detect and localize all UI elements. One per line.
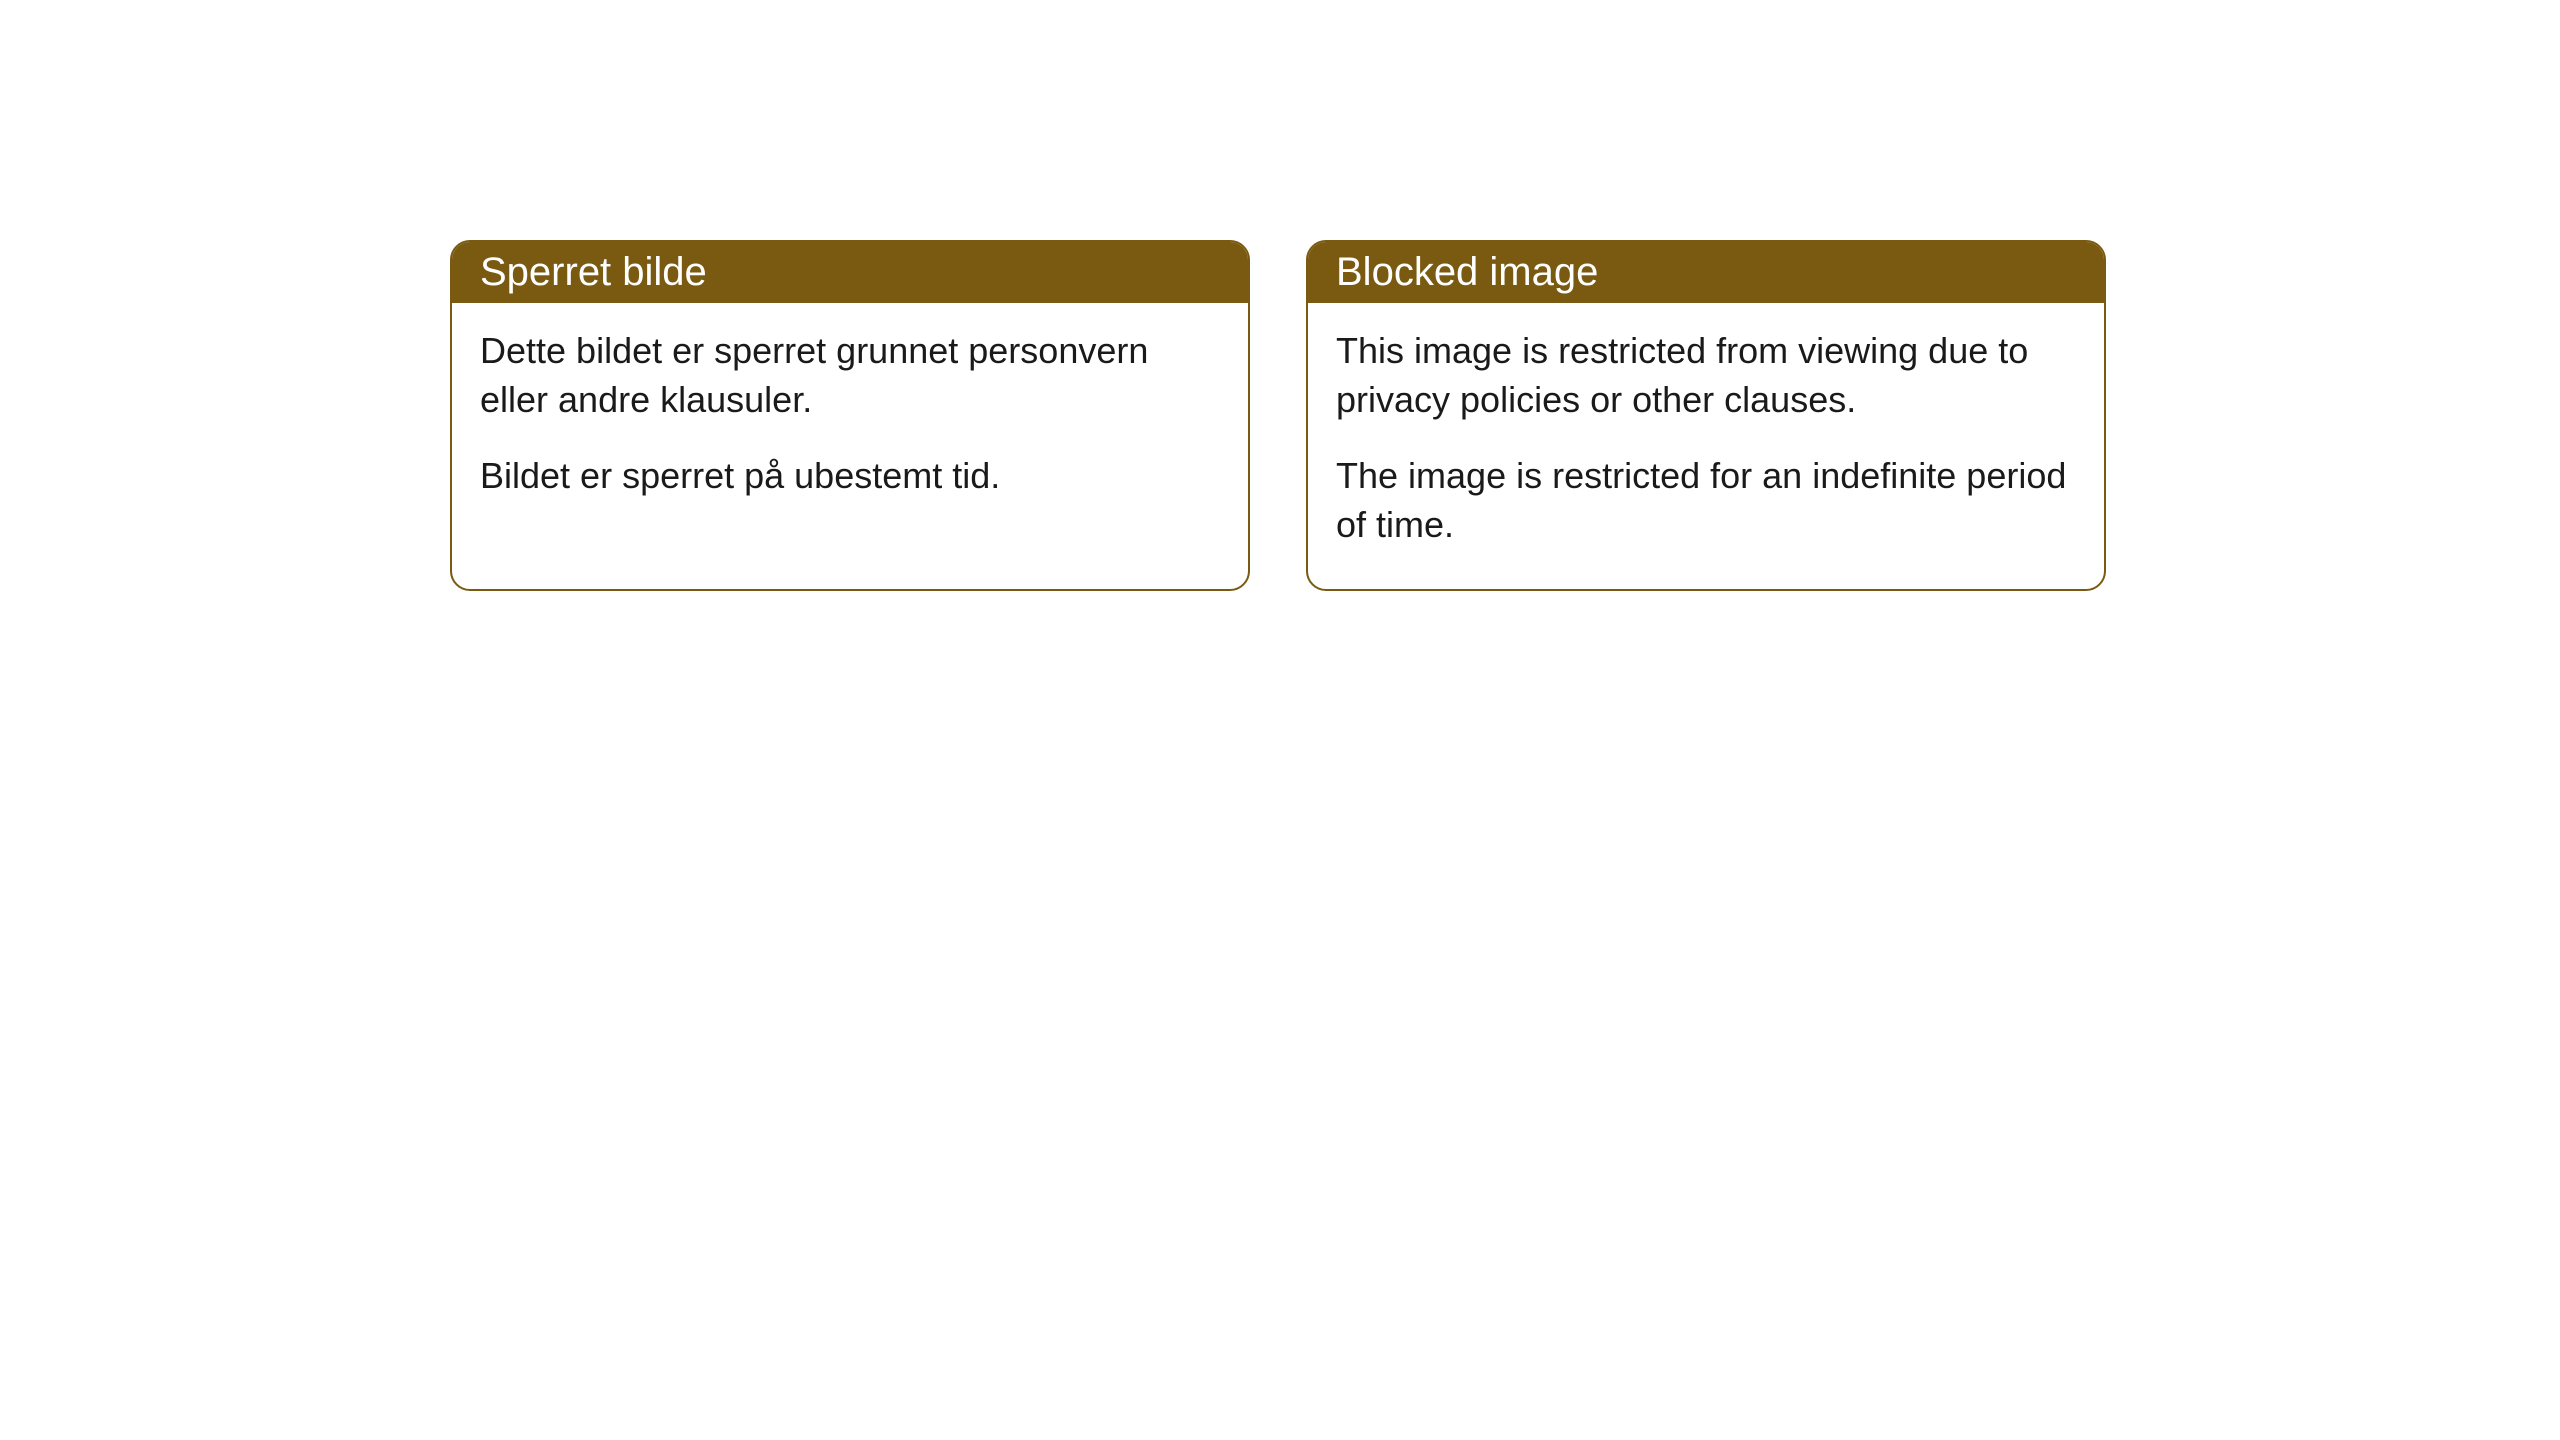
card-paragraph: Dette bildet er sperret grunnet personve… [480, 327, 1220, 424]
card-body: This image is restricted from viewing du… [1308, 303, 2104, 589]
card-header: Blocked image [1308, 242, 2104, 303]
card-paragraph: Bildet er sperret på ubestemt tid. [480, 452, 1220, 501]
card-paragraph: The image is restricted for an indefinit… [1336, 452, 2076, 549]
card-paragraph: This image is restricted from viewing du… [1336, 327, 2076, 424]
notice-cards-container: Sperret bilde Dette bildet er sperret gr… [450, 240, 2560, 591]
notice-card-norwegian: Sperret bilde Dette bildet er sperret gr… [450, 240, 1250, 591]
card-title: Sperret bilde [480, 250, 707, 294]
notice-card-english: Blocked image This image is restricted f… [1306, 240, 2106, 591]
card-body: Dette bildet er sperret grunnet personve… [452, 303, 1248, 541]
card-header: Sperret bilde [452, 242, 1248, 303]
card-title: Blocked image [1336, 250, 1598, 294]
